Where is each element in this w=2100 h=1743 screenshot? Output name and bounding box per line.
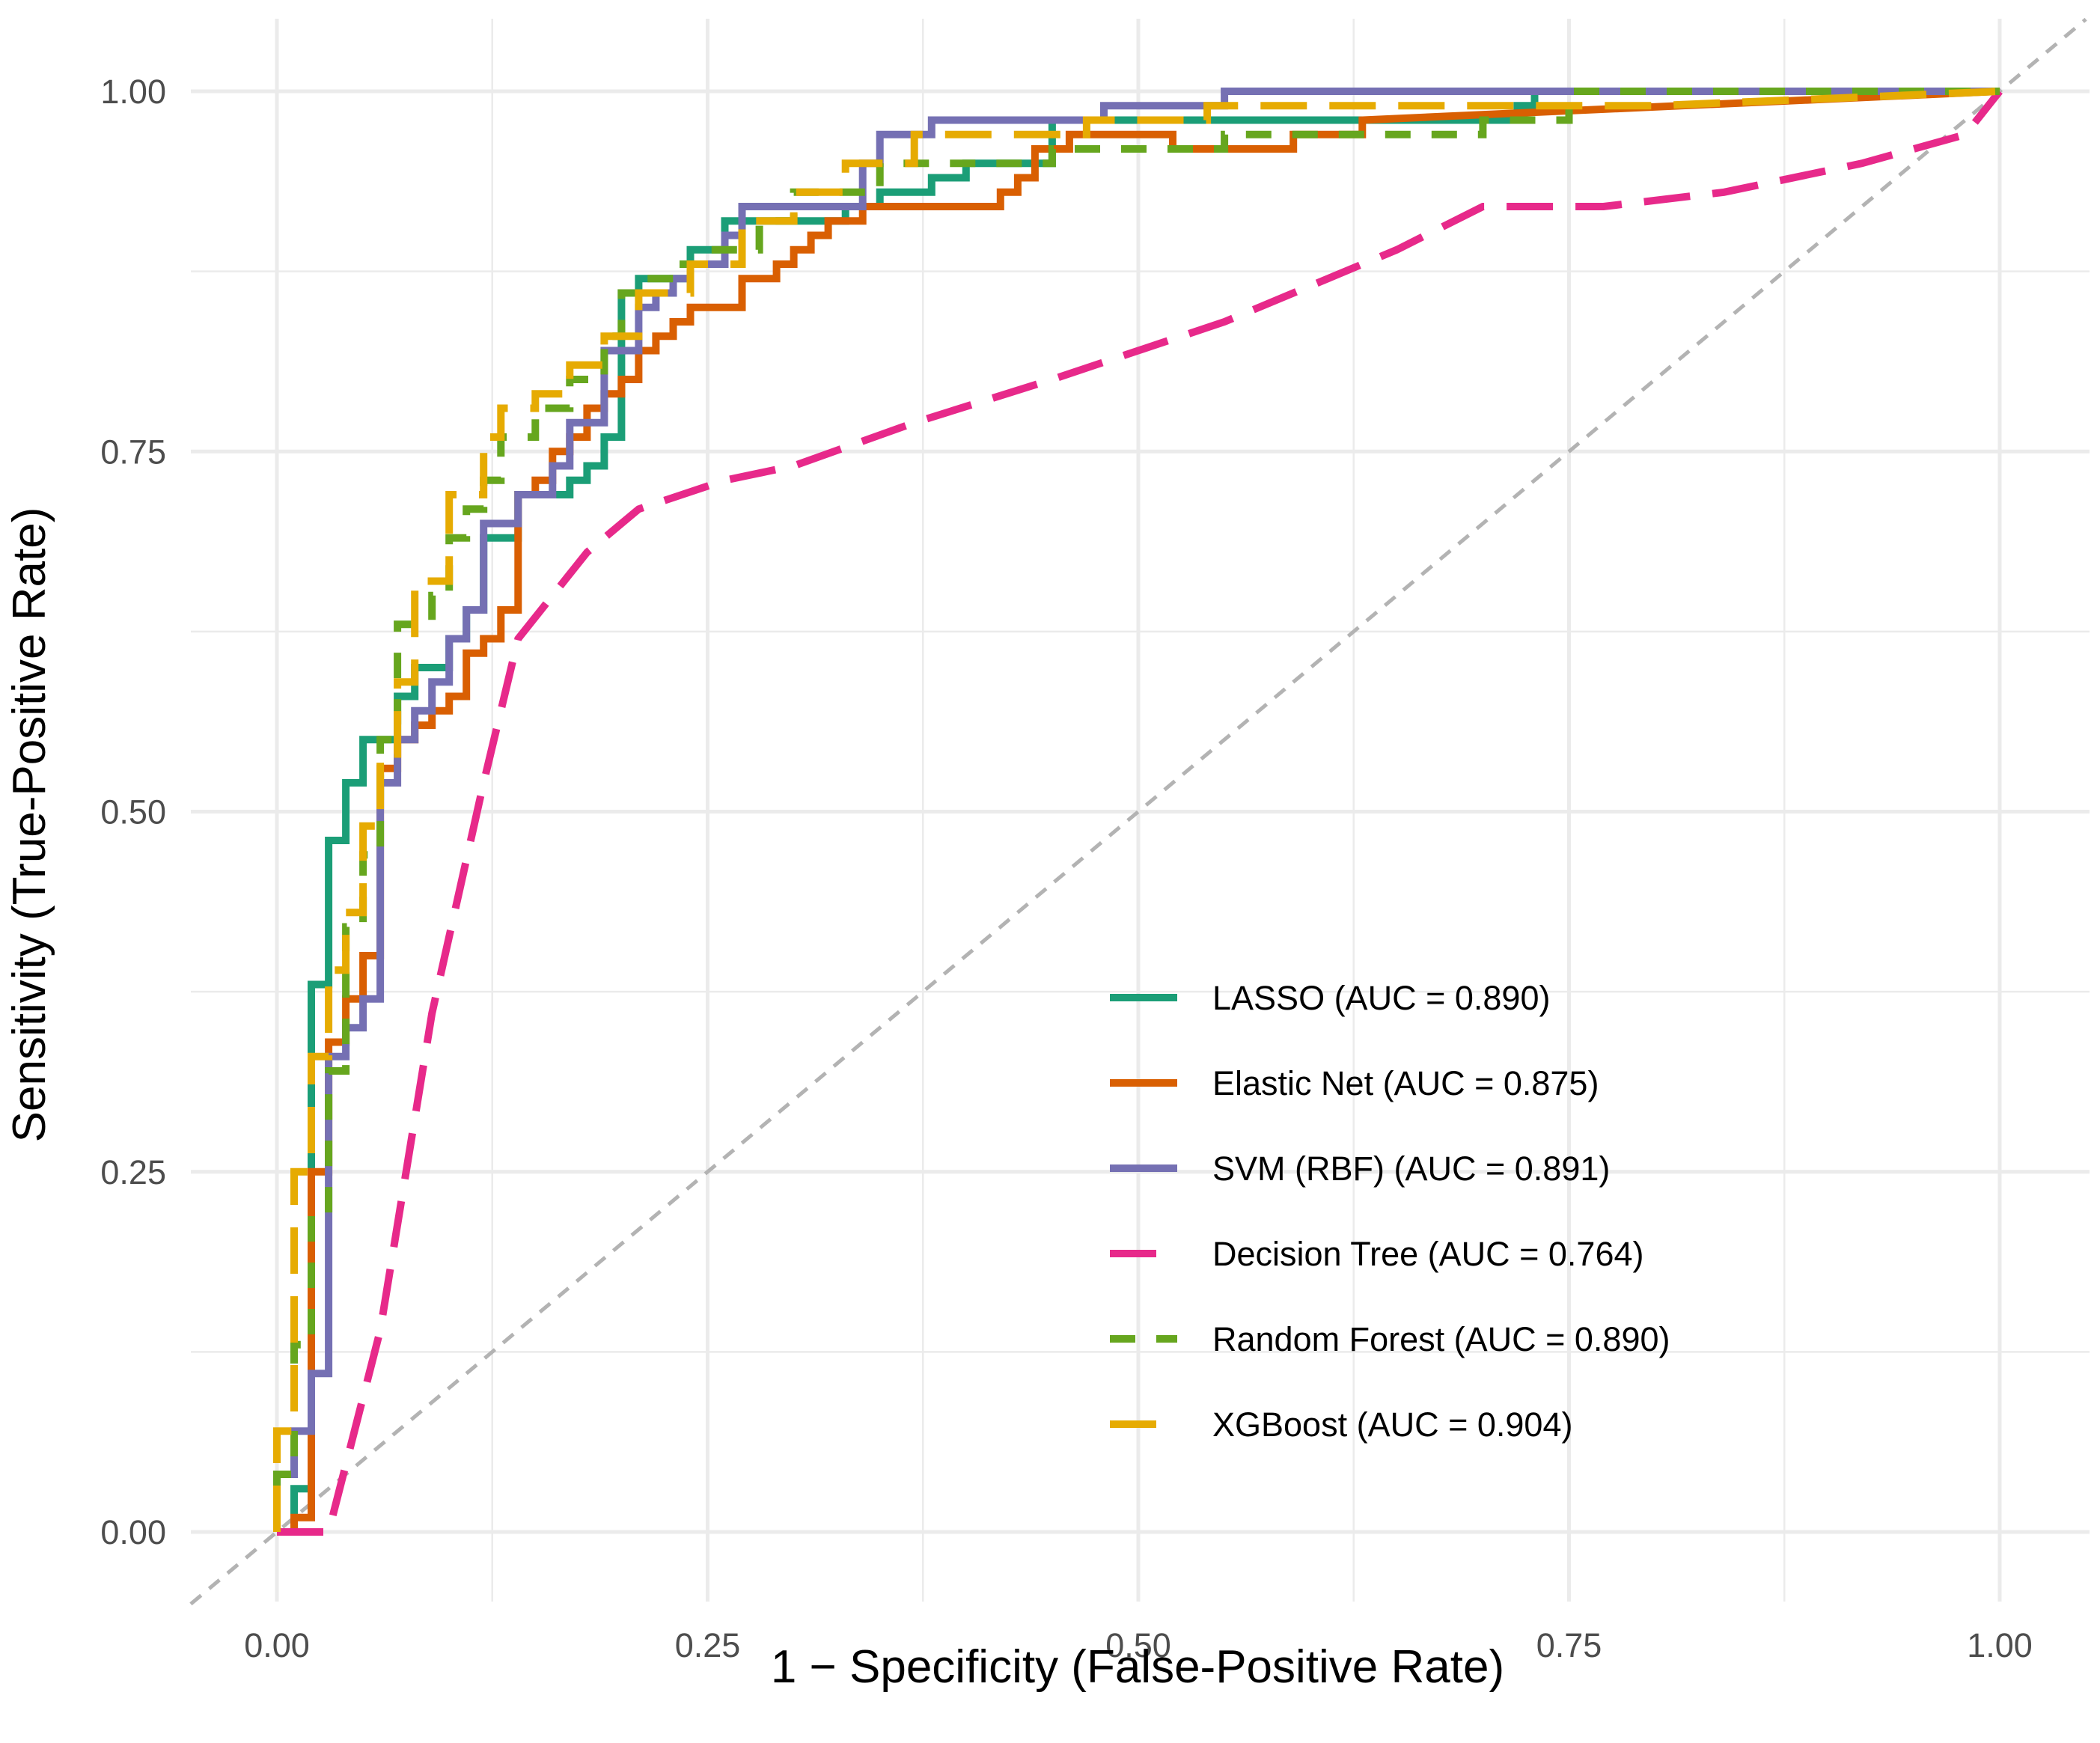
legend-item: Random Forest (AUC = 0.890) — [1110, 1320, 1670, 1358]
roc-curve-series-6 — [273, 88, 2000, 1532]
x-tick-label: 0.75 — [1536, 1626, 1602, 1664]
roc-curve-series-3 — [273, 88, 2000, 1532]
major-gridlines — [191, 19, 2090, 1602]
y-tick-label: 0.75 — [100, 433, 166, 471]
x-tick-label: 0.50 — [1105, 1626, 1171, 1664]
roc-curves — [273, 88, 2003, 1536]
legend-item: Decision Tree (AUC = 0.764) — [1110, 1235, 1644, 1273]
legend-label: Decision Tree (AUC = 0.764) — [1212, 1235, 1644, 1273]
x-tick-label: 0.00 — [244, 1626, 310, 1664]
roc-curve-series-1 — [277, 88, 2000, 1536]
x-axis-ticks: 0.00 0.25 0.50 0.75 1.00 — [244, 1626, 2033, 1664]
legend-label: LASSO (AUC = 0.890) — [1212, 979, 1550, 1017]
legend-label: SVM (RBF) (AUC = 0.891) — [1212, 1150, 1610, 1188]
legend-item: Elastic Net (AUC = 0.875) — [1110, 1064, 1599, 1102]
roc-curve-series-4 — [277, 88, 2003, 1536]
legend-item: XGBoost (AUC = 0.904) — [1110, 1405, 1572, 1444]
x-axis-title: 1 − Specificity (False-Positive Rate) — [771, 1641, 1504, 1693]
x-tick-label: 1.00 — [1967, 1626, 2033, 1664]
legend-label: Elastic Net (AUC = 0.875) — [1212, 1064, 1599, 1102]
y-tick-label: 0.25 — [100, 1153, 166, 1191]
y-tick-label: 0.50 — [100, 793, 166, 831]
legend-item: SVM (RBF) (AUC = 0.891) — [1110, 1150, 1610, 1188]
x-tick-label: 0.25 — [675, 1626, 741, 1664]
legend: LASSO (AUC = 0.890) Elastic Net (AUC = 0.… — [1110, 979, 1670, 1444]
legend-label: XGBoost (AUC = 0.904) — [1212, 1405, 1572, 1444]
y-axis-ticks: 0.00 0.25 0.50 0.75 1.00 — [100, 73, 166, 1551]
legend-item: LASSO (AUC = 0.890) — [1110, 979, 1550, 1017]
legend-label: Random Forest (AUC = 0.890) — [1212, 1320, 1670, 1358]
y-axis-title: Sensitivity (True-Positive Rate) — [4, 507, 55, 1143]
y-tick-label: 1.00 — [100, 73, 166, 111]
reference-diagonal-line — [189, 17, 2087, 1606]
reference-diagonal — [189, 17, 2087, 1606]
y-tick-label: 0.00 — [100, 1513, 166, 1551]
